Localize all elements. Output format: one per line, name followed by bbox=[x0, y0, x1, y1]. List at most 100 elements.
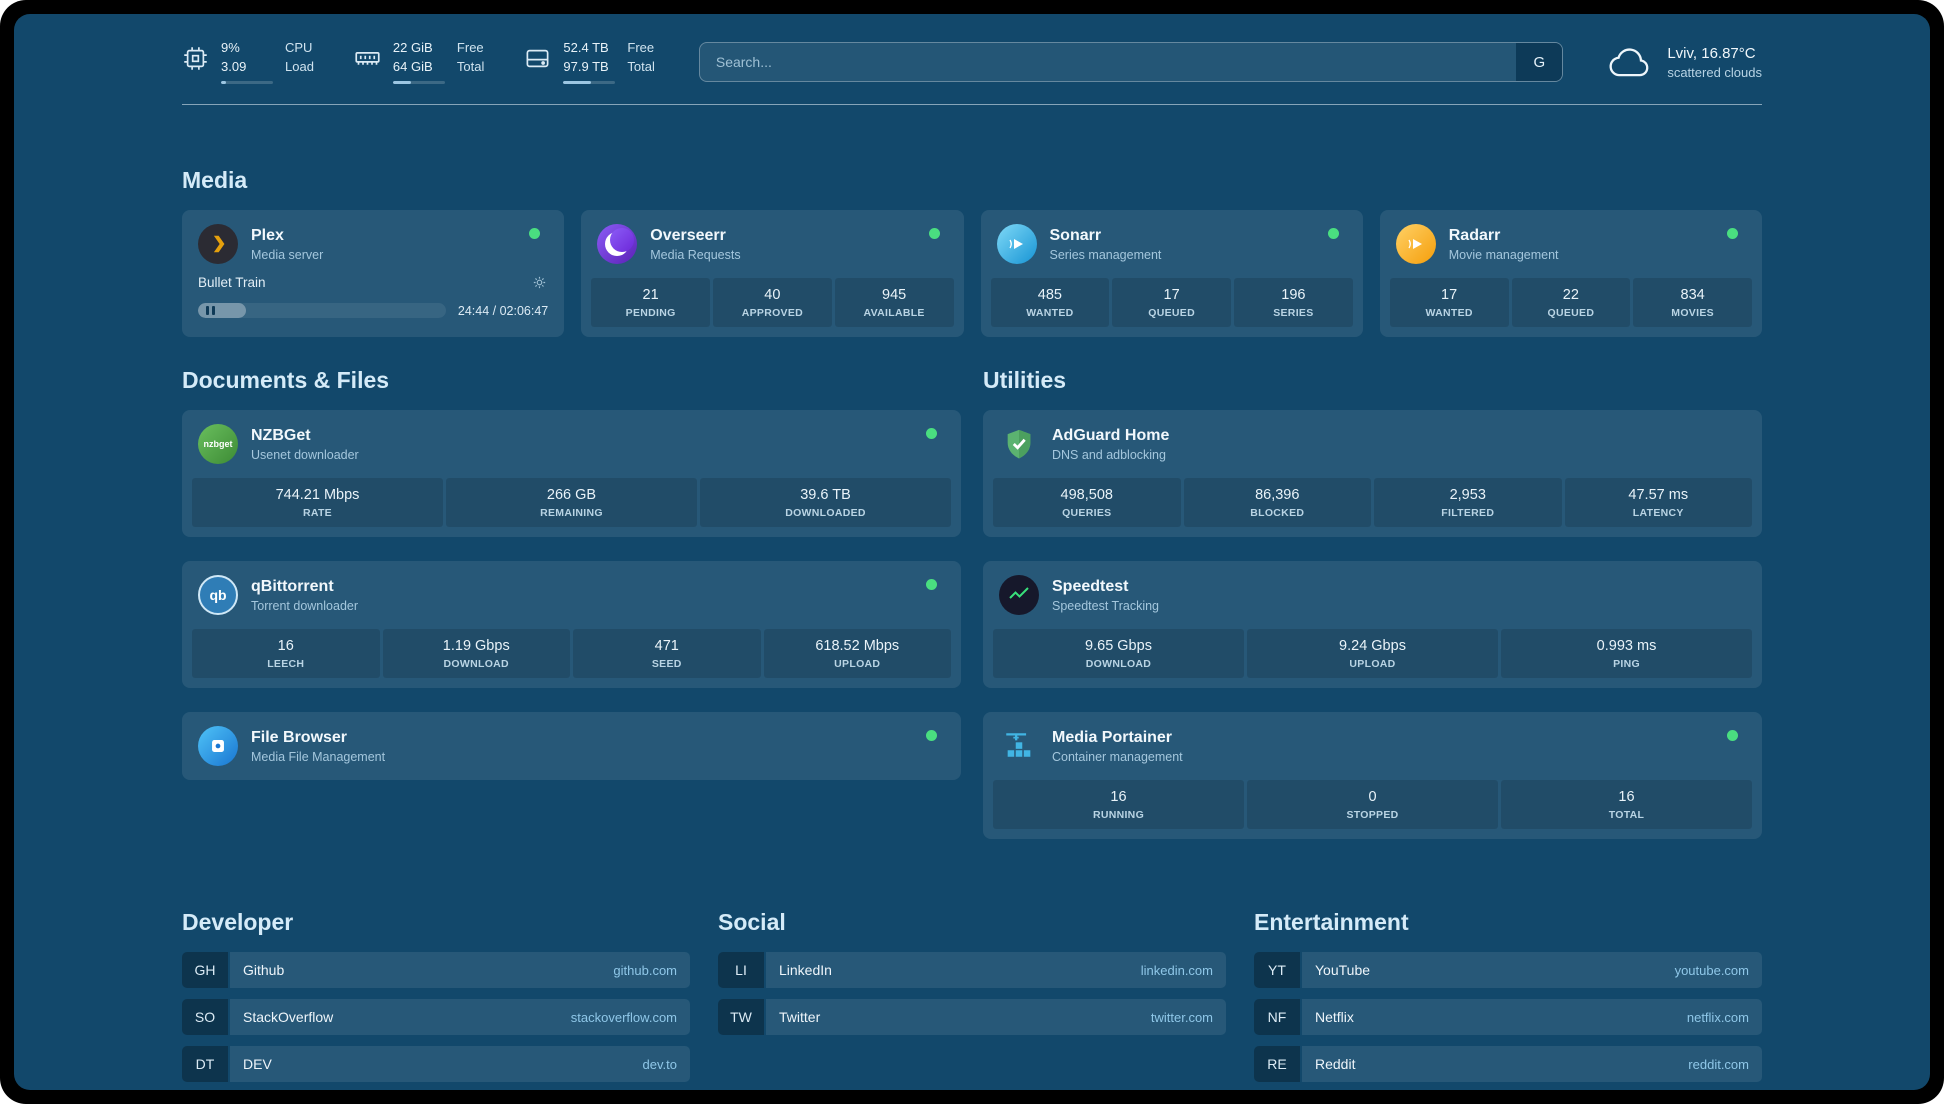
section-media: Media Plex Media server Bullet Train bbox=[182, 167, 1762, 337]
service-desc: Series management bbox=[1049, 247, 1162, 262]
bookmark-url: stackoverflow.com bbox=[570, 1009, 677, 1025]
service-card-filebrowser[interactable]: File Browser Media File Management bbox=[182, 712, 961, 780]
bookmark-url: netflix.com bbox=[1686, 1009, 1749, 1025]
service-card-qbittorrent[interactable]: qb qBittorrent Torrent downloader 16 LEE… bbox=[182, 561, 961, 688]
stat-stopped: 0 STOPPED bbox=[1247, 780, 1498, 829]
section-documents: Documents & Files nzbget NZBGet Usenet d… bbox=[182, 367, 961, 780]
bookmark-abbr: TW bbox=[718, 999, 764, 1035]
service-card-overseerr[interactable]: Overseerr Media Requests 21 PENDING 40 A… bbox=[581, 210, 964, 337]
stat-available: 945 AVAILABLE bbox=[834, 278, 954, 327]
status-dot bbox=[1727, 730, 1738, 741]
bookmark-group-developer: Developer GH Github github.com SO StackO… bbox=[182, 909, 690, 1082]
disk-progress-bar bbox=[563, 81, 616, 84]
speedtest-icon bbox=[999, 575, 1039, 615]
bookmark-github[interactable]: GH Github github.com bbox=[182, 952, 690, 988]
service-card-nzbget[interactable]: nzbget NZBGet Usenet downloader 744.21 M… bbox=[182, 410, 961, 537]
bookmark-name: Netflix bbox=[1315, 1009, 1354, 1025]
bookmark-youtube[interactable]: YT YouTube youtube.com bbox=[1254, 952, 1762, 988]
gear-icon[interactable] bbox=[531, 274, 548, 291]
memory-total-label: Total bbox=[456, 59, 485, 74]
section-title-developer: Developer bbox=[182, 909, 294, 935]
memory-icon bbox=[354, 45, 381, 72]
playback-progress-bar[interactable] bbox=[198, 303, 446, 318]
bookmark-twitter[interactable]: TW Twitter twitter.com bbox=[718, 999, 1226, 1035]
service-card-speedtest[interactable]: Speedtest Speedtest Tracking 9.65 Gbps D… bbox=[983, 561, 1762, 688]
stat-queued: 22 QUEUED bbox=[1511, 278, 1631, 327]
service-card-portainer[interactable]: Media Portainer Container management 16 … bbox=[983, 712, 1762, 839]
bookmark-group-social: Social LI LinkedIn linkedin.com TW Twitt… bbox=[718, 909, 1226, 1035]
service-desc: Usenet downloader bbox=[251, 447, 359, 462]
overseerr-icon bbox=[597, 224, 638, 264]
service-card-plex[interactable]: Plex Media server Bullet Train bbox=[182, 210, 565, 337]
service-desc: Movie management bbox=[1448, 247, 1559, 262]
section-utilities: Utilities AdGuard Home bbox=[983, 367, 1762, 839]
stat-ping: 0.993 ms PING bbox=[1501, 629, 1752, 678]
service-card-sonarr[interactable]: Sonarr Series management 485 WANTED 17 Q… bbox=[980, 210, 1363, 337]
stat-upload: 618.52 Mbps UPLOAD bbox=[763, 629, 951, 678]
stat-rate: 744.21 Mbps RATE bbox=[192, 478, 443, 527]
service-card-radarr[interactable]: Radarr Movie management 17 WANTED 22 QUE… bbox=[1379, 210, 1762, 337]
stat-queries: 498,508 QUERIES bbox=[993, 478, 1181, 527]
service-desc: Media Requests bbox=[650, 247, 741, 262]
stat-leech: 16 LEECH bbox=[192, 629, 380, 678]
stat-wanted: 17 WANTED bbox=[1389, 278, 1509, 327]
cpu-label: CPU bbox=[285, 40, 313, 55]
filebrowser-icon bbox=[198, 726, 238, 766]
service-card-adguard[interactable]: AdGuard Home DNS and adblocking 498,508 … bbox=[983, 410, 1762, 537]
memory-total-value: 64 GiB bbox=[392, 59, 433, 74]
pause-icon[interactable] bbox=[206, 306, 215, 315]
status-dot bbox=[529, 228, 541, 239]
stat-download: 9.65 Gbps DOWNLOAD bbox=[993, 629, 1244, 678]
service-name: NZBGet bbox=[251, 426, 311, 444]
section-title-documents: Documents & Files bbox=[182, 367, 390, 393]
service-desc: Media server bbox=[251, 247, 324, 262]
stat-latency: 47.57 ms LATENCY bbox=[1564, 478, 1752, 527]
bookmark-abbr: SO bbox=[182, 999, 228, 1035]
stat-approved: 40 APPROVED bbox=[713, 278, 832, 327]
service-name: Plex bbox=[251, 226, 284, 244]
service-name: Overseerr bbox=[650, 226, 726, 244]
bookmark-url: linkedin.com bbox=[1140, 962, 1213, 978]
bookmark-name: Twitter bbox=[779, 1009, 821, 1025]
weather-widget[interactable]: Lviv, 16.87°C scattered clouds bbox=[1607, 44, 1762, 80]
weather-location: Lviv, 16.87°C bbox=[1667, 44, 1756, 62]
service-name: Media Portainer bbox=[1052, 728, 1173, 746]
stat-remaining: 266 GB REMAINING bbox=[446, 478, 697, 527]
bookmark-dev[interactable]: DT DEV dev.to bbox=[182, 1046, 690, 1082]
status-dot bbox=[1727, 228, 1738, 239]
resource-widget-cpu: 9% 3.09 CPU Load bbox=[182, 40, 314, 84]
stat-download: 1.19 Gbps DOWNLOAD bbox=[382, 629, 570, 678]
search-input[interactable] bbox=[698, 42, 1564, 82]
search-bar: G bbox=[698, 42, 1564, 82]
qbittorrent-icon: qb bbox=[198, 575, 238, 615]
bookmark-linkedin[interactable]: LI LinkedIn linkedin.com bbox=[718, 952, 1226, 988]
stat-movies: 834 MOVIES bbox=[1633, 278, 1752, 327]
bookmark-reddit[interactable]: RE Reddit reddit.com bbox=[1254, 1046, 1762, 1082]
service-name: File Browser bbox=[251, 728, 348, 746]
bookmark-name: StackOverflow bbox=[243, 1009, 334, 1025]
radarr-icon bbox=[1395, 224, 1436, 264]
stat-series: 196 SERIES bbox=[1234, 278, 1353, 327]
bookmark-stackoverflow[interactable]: SO StackOverflow stackoverflow.com bbox=[182, 999, 690, 1035]
now-playing-title: Bullet Train bbox=[198, 275, 266, 290]
stat-downloaded: 39.6 TB DOWNLOADED bbox=[700, 478, 951, 527]
playback-time: 24:44 / 02:06:47 bbox=[457, 303, 549, 318]
load-label: Load bbox=[285, 59, 314, 74]
disk-total-value: 97.9 TB bbox=[563, 59, 609, 74]
bookmark-name: YouTube bbox=[1315, 962, 1371, 978]
weather-condition: scattered clouds bbox=[1667, 64, 1762, 80]
dashboard-page: 9% 3.09 CPU Load 22 GiB 64 GiB bbox=[14, 14, 1930, 1090]
bookmark-netflix[interactable]: NF Netflix netflix.com bbox=[1254, 999, 1762, 1035]
disk-free-label: Free bbox=[627, 40, 655, 55]
bookmark-url: youtube.com bbox=[1674, 962, 1749, 978]
stat-upload: 9.24 Gbps UPLOAD bbox=[1247, 629, 1498, 678]
bookmark-name: Reddit bbox=[1315, 1056, 1356, 1072]
stat-blocked: 86,396 BLOCKED bbox=[1183, 478, 1371, 527]
section-title-social: Social bbox=[718, 909, 786, 935]
status-dot bbox=[926, 428, 937, 439]
search-provider-button[interactable]: G bbox=[1516, 43, 1563, 81]
bookmark-abbr: LI bbox=[718, 952, 764, 988]
bookmark-name: Github bbox=[243, 962, 285, 978]
cpu-load-value: 3.09 bbox=[221, 59, 247, 74]
